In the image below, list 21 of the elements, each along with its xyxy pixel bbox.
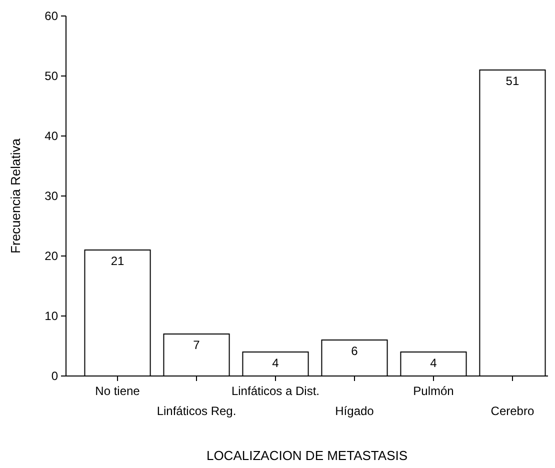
y-tick-label: 40 xyxy=(44,129,58,144)
x-tick-label: Pulmón xyxy=(413,384,454,398)
x-tick-label: Linfáticos a Dist. xyxy=(231,384,320,398)
y-tick-label: 50 xyxy=(44,69,58,84)
x-tick-label: Cerebro xyxy=(490,404,534,418)
x-tick-label: No tiene xyxy=(95,384,140,398)
y-tick-label: 10 xyxy=(44,309,58,324)
x-tick-label: Hígado xyxy=(335,404,374,418)
x-tick-label: Linfáticos Reg. xyxy=(156,404,236,418)
data-label: 6 xyxy=(351,344,358,358)
y-axis-title: Frecuencia Relativa xyxy=(8,138,23,254)
y-tick-label: 20 xyxy=(44,249,58,264)
y-tick-label: 30 xyxy=(44,189,58,204)
data-label: 4 xyxy=(430,356,438,370)
data-label: 51 xyxy=(506,74,520,88)
y-tick-label: 60 xyxy=(44,9,58,24)
data-label: 7 xyxy=(193,338,200,352)
y-tick-label: 0 xyxy=(51,369,58,384)
x-axis-title: LOCALIZACION DE METASTASIS xyxy=(206,448,408,463)
data-label: 21 xyxy=(110,254,125,268)
data-label: 4 xyxy=(272,356,280,370)
